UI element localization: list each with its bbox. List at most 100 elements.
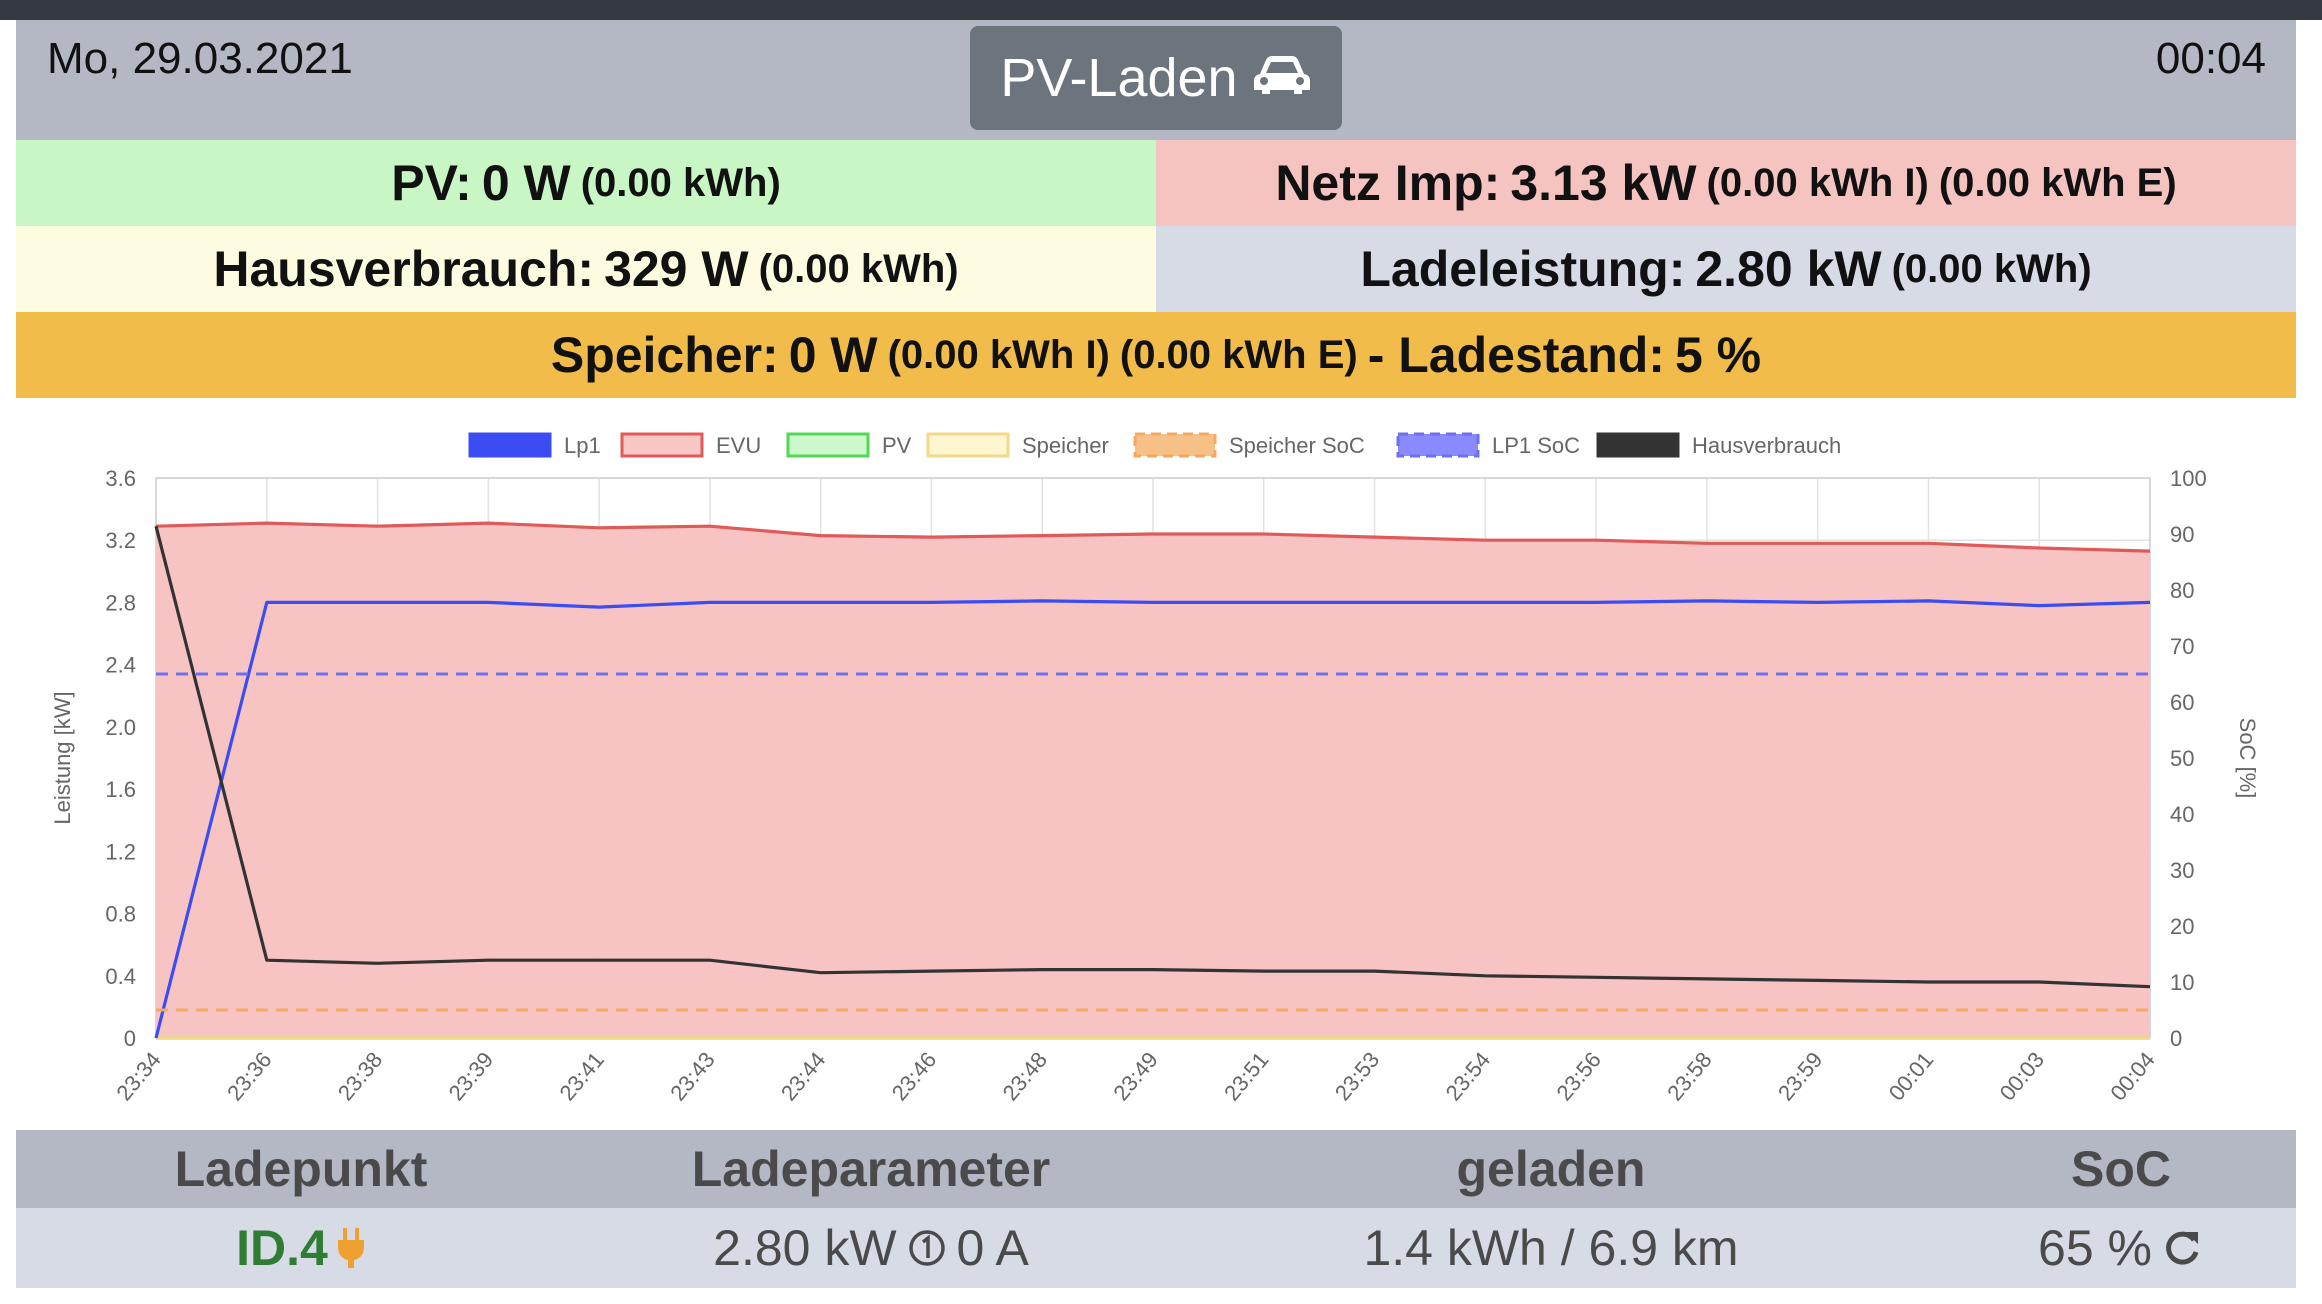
pv-row: PV: 0 W (0.00 kWh) bbox=[16, 140, 1156, 226]
soc-value: 65 % bbox=[2038, 1220, 2152, 1276]
ladeleistung-value: 2.80 kW bbox=[1695, 241, 1882, 297]
charge-params-cell: 2.80 kW 0 A bbox=[586, 1208, 1156, 1288]
charged-value: 1.4 kWh / 6.9 km bbox=[1363, 1220, 1739, 1276]
series-line-hausverbrauch bbox=[154, 525, 2151, 989]
x-tick-label: 23:39 bbox=[444, 1047, 499, 1105]
netz-export: (0.00 kWh E) bbox=[1938, 160, 2177, 205]
y2-tick-label: 10 bbox=[2170, 970, 2194, 995]
y-tick-label: 2.0 bbox=[105, 715, 136, 740]
speicher-value: 0 W bbox=[788, 327, 878, 383]
x-tick-label: 23:41 bbox=[554, 1047, 609, 1105]
legend-label: Speicher bbox=[1022, 433, 1109, 458]
y-tick-label: 3.2 bbox=[105, 528, 136, 553]
series-line-evu bbox=[155, 521, 2151, 553]
y-tick-label: 1.6 bbox=[105, 777, 136, 802]
netz-import: (0.00 kWh I) bbox=[1706, 160, 1929, 205]
date-label: Mo, 29.03.2021 bbox=[47, 34, 353, 83]
circled-one-icon bbox=[907, 1228, 947, 1268]
legend-label: LP1 SoC bbox=[1492, 433, 1580, 458]
y2-tick-label: 50 bbox=[2170, 746, 2194, 771]
ladeleistung-label: Ladeleistung: bbox=[1360, 241, 1686, 297]
charge-current: 0 A bbox=[956, 1220, 1029, 1276]
x-tick-label: 23:58 bbox=[1662, 1047, 1717, 1105]
loadpoint-table-header: Ladepunkt Ladeparameter geladen SoC bbox=[16, 1130, 2296, 1208]
legend-swatch-speicher bbox=[926, 432, 1010, 458]
x-tick-label: 23:34 bbox=[111, 1047, 166, 1105]
x-tick-label: 00:01 bbox=[1884, 1047, 1939, 1105]
y2-tick-label: 70 bbox=[2170, 634, 2194, 659]
speicher-export: (0.00 kWh E) bbox=[1119, 332, 1358, 377]
x-tick-label: 23:44 bbox=[776, 1047, 831, 1105]
soc-cell: 65 % bbox=[1946, 1208, 2296, 1288]
x-tick-label: 23:38 bbox=[333, 1047, 388, 1105]
y-tick-label: 2.8 bbox=[105, 590, 136, 615]
y-tick-label: 2.4 bbox=[105, 653, 136, 678]
netz-value: 3.13 kW bbox=[1510, 155, 1697, 211]
x-tick-label: 23:36 bbox=[222, 1047, 277, 1105]
loadpoint-cell[interactable]: ID.4 bbox=[16, 1208, 586, 1288]
y2-axis-label: SoC [%] bbox=[2235, 718, 2260, 799]
legend-swatch-pv bbox=[786, 432, 870, 458]
power-chart: 0 0.4 0.8 1.2 1.6 2.0 2.4 2.8 3.2 3.6 0 10 20 30 40 50 6… bbox=[50, 432, 2260, 1105]
x-tick-label: 23:59 bbox=[1773, 1047, 1828, 1105]
x-tick-label: 23:46 bbox=[887, 1047, 942, 1105]
x-tick-label: 23:43 bbox=[665, 1047, 720, 1105]
y2-tick-label: 40 bbox=[2170, 802, 2194, 827]
loadpoint-name[interactable]: ID.4 bbox=[236, 1220, 328, 1276]
ladeleistung-row: Ladeleistung: 2.80 kW (0.00 kWh) bbox=[1156, 226, 2296, 312]
haus-label: Hausverbrauch: bbox=[213, 241, 595, 297]
x-tick-label: 23:56 bbox=[1551, 1047, 1606, 1105]
charge-mode-button[interactable]: PV-Laden bbox=[970, 26, 1342, 130]
y-tick-label: 0.8 bbox=[105, 902, 136, 927]
legend-swatch-evu bbox=[620, 432, 704, 458]
legend-label: PV bbox=[882, 433, 912, 458]
plug-icon bbox=[336, 1226, 366, 1270]
netz-row: Netz Imp: 3.13 kW (0.00 kWh I) (0.00 kWh… bbox=[1156, 140, 2296, 226]
x-tick-label: 23:51 bbox=[1219, 1047, 1274, 1105]
charge-power: 2.80 kW bbox=[713, 1220, 897, 1276]
pv-label: PV: bbox=[391, 155, 472, 211]
haus-value: 329 W bbox=[604, 241, 749, 297]
legend-label: Speicher SoC bbox=[1229, 433, 1365, 458]
x-tick-label: 23:53 bbox=[1330, 1047, 1385, 1105]
series-area-evu bbox=[156, 523, 2150, 1038]
x-tick-label: 00:04 bbox=[2105, 1047, 2160, 1105]
legend-label: Lp1 bbox=[564, 433, 601, 458]
y-axis-label: Leistung [kW] bbox=[50, 691, 75, 824]
speicher-soc-label: - Ladestand: bbox=[1367, 327, 1665, 383]
series-line-lp1 bbox=[154, 599, 2151, 1039]
y-tick-label: 0 bbox=[124, 1026, 136, 1051]
charge-mode-label: PV-Laden bbox=[1000, 48, 1238, 108]
loadpoint-row[interactable]: ID.4 2.80 kW 0 A 1.4 kWh / 6.9 km 65 % bbox=[16, 1208, 2296, 1288]
car-icon bbox=[1252, 47, 1312, 109]
x-tick-label: 23:54 bbox=[1441, 1047, 1496, 1105]
y2-tick-label: 20 bbox=[2170, 914, 2194, 939]
speicher-import: (0.00 kWh I) bbox=[887, 332, 1110, 377]
ladeleistung-energy: (0.00 kWh) bbox=[1891, 246, 2092, 291]
pv-energy: (0.00 kWh) bbox=[580, 160, 781, 205]
y-tick-label: 3.6 bbox=[105, 466, 136, 491]
haus-energy: (0.00 kWh) bbox=[758, 246, 959, 291]
x-tick-label: 23:48 bbox=[998, 1047, 1053, 1105]
legend-swatch-hausverbrauch bbox=[1596, 432, 1680, 458]
y2-tick-label: 30 bbox=[2170, 858, 2194, 883]
y2-tick-label: 0 bbox=[2170, 1026, 2182, 1051]
header-bar: Mo, 29.03.2021 PV-Laden 00:04 bbox=[16, 20, 2296, 140]
pv-value: 0 W bbox=[481, 155, 571, 211]
speicher-label: Speicher: bbox=[550, 327, 779, 383]
clock-label: 00:04 bbox=[2155, 34, 2266, 83]
header-ladepunkt: Ladepunkt bbox=[174, 1141, 428, 1197]
legend-swatch-lp1 bbox=[468, 432, 552, 458]
legend-swatch-speicher-soc bbox=[1133, 432, 1217, 458]
speicher-row: Speicher: 0 W (0.00 kWh I) (0.00 kWh E) … bbox=[16, 312, 2296, 398]
header-soc: SoC bbox=[2071, 1141, 2171, 1197]
top-bar bbox=[0, 0, 2322, 20]
header-ladeparameter: Ladeparameter bbox=[691, 1141, 1051, 1197]
refresh-icon[interactable] bbox=[2160, 1226, 2204, 1270]
x-tick-label: 00:03 bbox=[1995, 1047, 2050, 1105]
y2-tick-label: 100 bbox=[2170, 466, 2207, 491]
header-geladen: geladen bbox=[1456, 1141, 1646, 1197]
y2-tick-label: 80 bbox=[2170, 578, 2194, 603]
y-tick-label: 1.2 bbox=[105, 839, 136, 864]
legend-label: EVU bbox=[716, 433, 761, 458]
